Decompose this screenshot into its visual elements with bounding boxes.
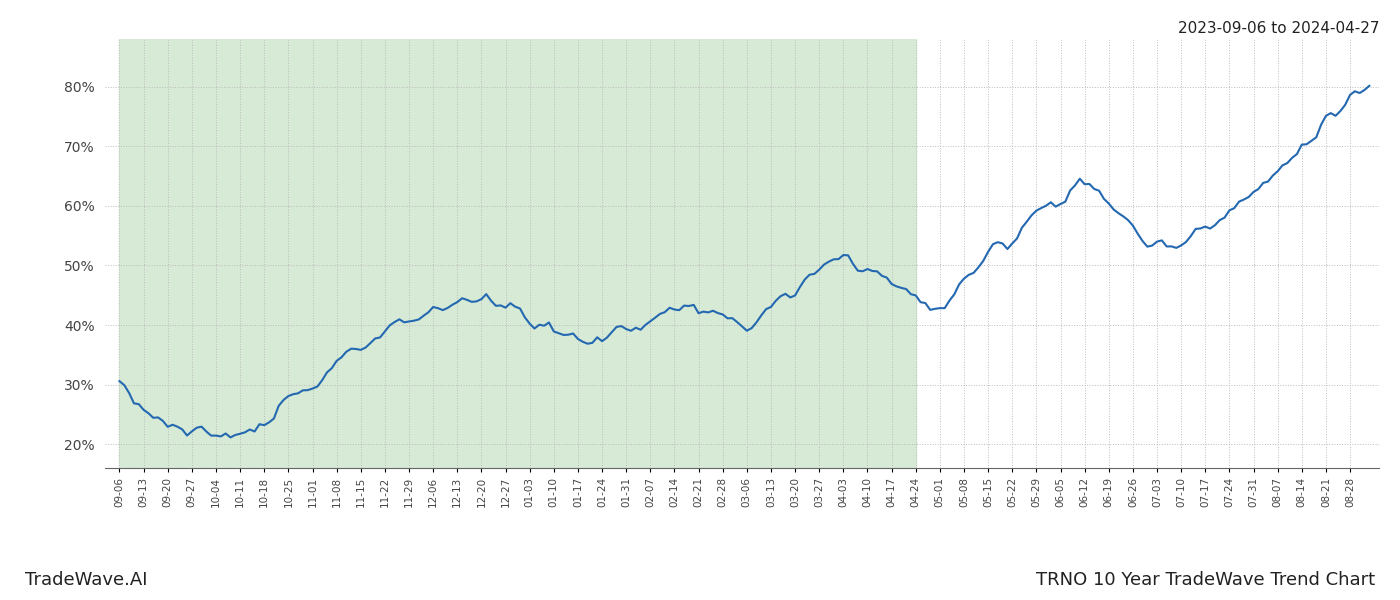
Bar xyxy=(119,39,916,468)
Text: TRNO 10 Year TradeWave Trend Chart: TRNO 10 Year TradeWave Trend Chart xyxy=(1036,571,1375,589)
Text: 2023-09-06 to 2024-04-27: 2023-09-06 to 2024-04-27 xyxy=(1177,21,1379,36)
Text: TradeWave.AI: TradeWave.AI xyxy=(25,571,148,589)
